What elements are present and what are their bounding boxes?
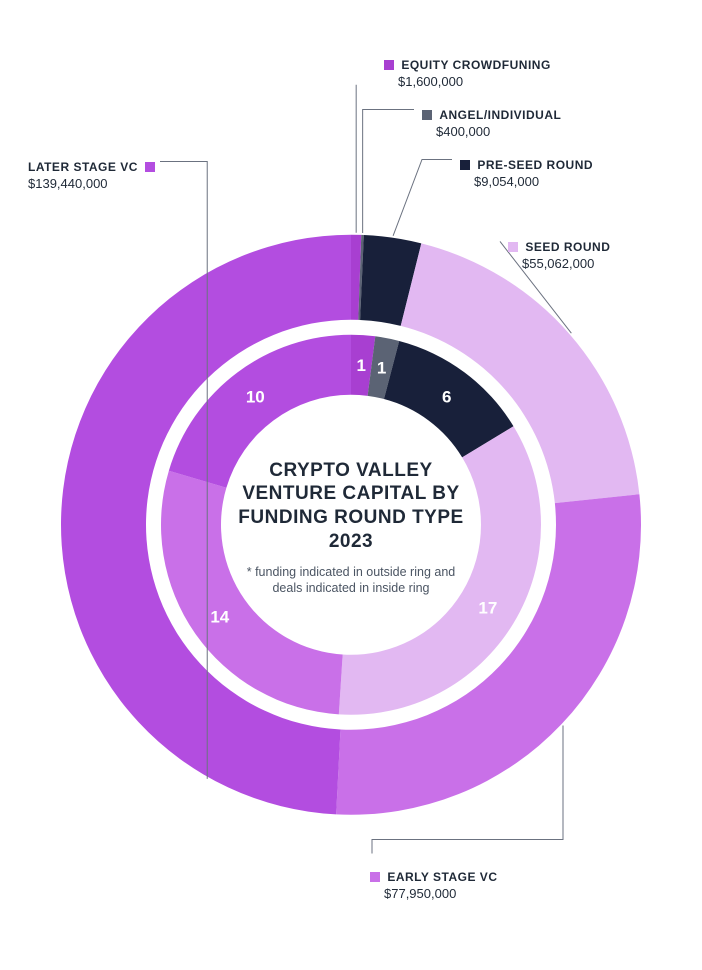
- marker-icon: [145, 162, 155, 172]
- leader-line: [393, 159, 452, 235]
- leader-line: [363, 109, 414, 233]
- marker-icon: [384, 60, 394, 70]
- chart-footnote: * funding indicated in outside ring and …: [231, 564, 471, 597]
- marker-icon: [508, 242, 518, 252]
- deal-count: 17: [478, 599, 497, 618]
- deal-count: 1: [377, 359, 386, 378]
- label-later-stage-vc: LATER STAGE VC $139,440,000: [28, 160, 159, 192]
- label-equity-crowdfunding: EQUITY CROWDFUNING $1,600,000: [380, 58, 551, 90]
- deal-count: 1: [357, 356, 366, 375]
- marker-icon: [460, 160, 470, 170]
- deal-count: 6: [442, 388, 451, 407]
- label-early-stage-vc: EARLY STAGE VC $77,950,000: [366, 870, 497, 902]
- label-angel-individual: ANGEL/INDIVIDUAL $400,000: [418, 108, 561, 140]
- chart-center-text: CRYPTO VALLEY VENTURE CAPITAL BY FUNDING…: [231, 459, 471, 597]
- chart-title: CRYPTO VALLEY VENTURE CAPITAL BY FUNDING…: [231, 459, 471, 554]
- marker-icon: [370, 872, 380, 882]
- label-seed-round: SEED ROUND $55,062,000: [504, 240, 610, 272]
- marker-icon: [422, 110, 432, 120]
- label-pre-seed: PRE-SEED ROUND $9,054,000: [456, 158, 593, 190]
- donut-chart: 11 6 17 14 10 CRYPTO VALLEY VENTURE CAPITAL …: [31, 85, 671, 970]
- deal-count: 10: [246, 388, 265, 407]
- deal-count: 14: [210, 607, 229, 626]
- leader-line: [356, 85, 376, 233]
